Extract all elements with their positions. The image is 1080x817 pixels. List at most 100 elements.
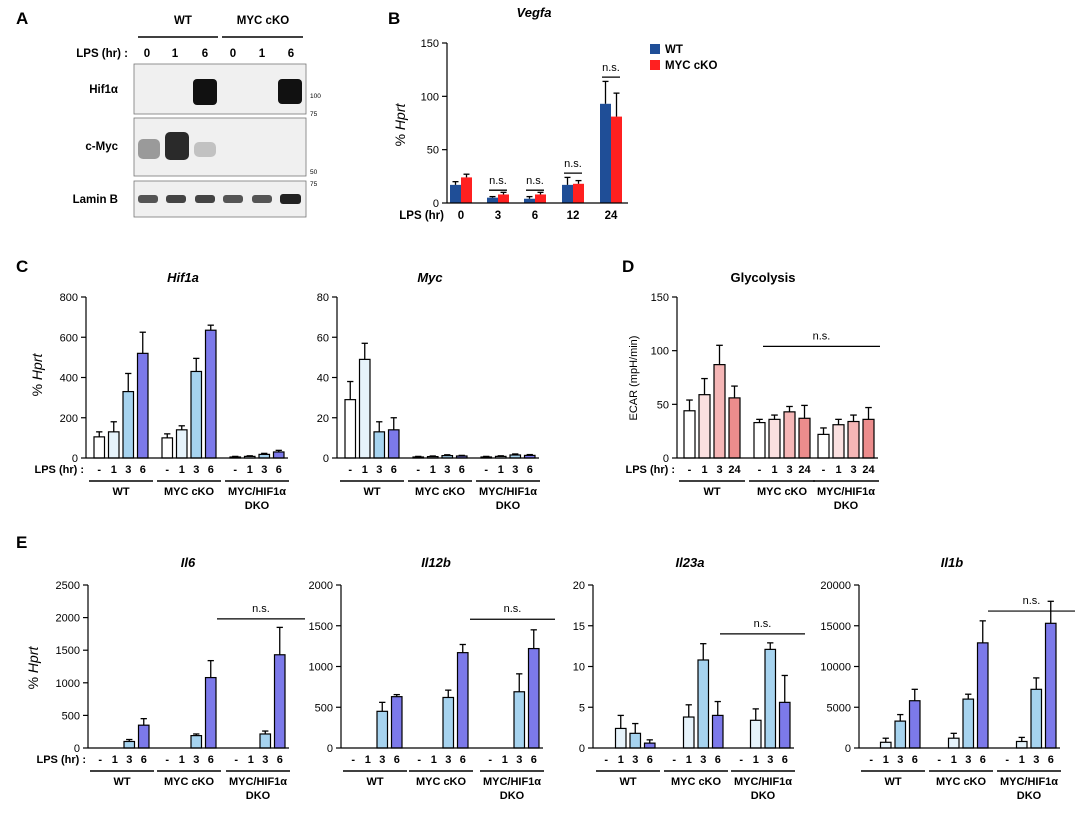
bar [683, 410, 696, 459]
panel-letter-d: D [622, 257, 634, 276]
bar [976, 642, 989, 749]
group-label: WT [619, 776, 636, 788]
bar [713, 364, 726, 459]
bar [535, 194, 546, 203]
x-tick-label: 3 [897, 754, 903, 766]
x-tick-label: 3 [632, 754, 638, 766]
blot-row-label: Hif1α [89, 84, 118, 96]
laminb-band [223, 195, 243, 203]
group-label: MYC cKO [936, 776, 987, 788]
significance-label: n.s. [252, 603, 270, 615]
x-tick-label: - [233, 464, 237, 476]
laminb-band [166, 195, 186, 203]
bar [161, 437, 174, 459]
bar [93, 436, 106, 459]
y-tick-label: 80 [317, 292, 329, 304]
bar [204, 676, 217, 749]
y-tick-label: 0 [74, 743, 80, 755]
group-label: DKO [751, 790, 776, 802]
x-tick-label: 3 [512, 464, 518, 476]
panel-letter-e: E [16, 533, 27, 552]
bar [273, 654, 286, 749]
bar [1030, 688, 1043, 749]
bar [450, 184, 461, 203]
laminb-band [252, 195, 272, 203]
x-axis-label: LPS (hr) [399, 210, 444, 222]
y-tick-label: 500 [62, 710, 80, 722]
x-tick-label: - [822, 464, 826, 476]
bar [358, 358, 371, 459]
y-tick-label: 100 [651, 346, 669, 358]
bar [629, 732, 642, 749]
mw-marker: 75 [310, 111, 318, 118]
cmyc-band [138, 139, 160, 159]
x-tick-label: 3 [376, 464, 382, 476]
bar [643, 742, 656, 749]
x-tick-label: 6 [912, 754, 918, 766]
x-tick-label: 3 [125, 464, 131, 476]
bar [390, 696, 403, 749]
group-label: MYC cKO [164, 486, 215, 498]
bar [107, 431, 120, 459]
bar [847, 420, 860, 459]
x-tick-label: 1 [431, 754, 437, 766]
group-label: MYC cKO [164, 776, 215, 788]
bar [387, 429, 400, 459]
blot-wt-header: WT [174, 15, 192, 27]
x-tick-label: 3 [850, 464, 856, 476]
mw-marker: 100 [310, 93, 321, 100]
chart-title: Il6 [181, 555, 196, 570]
bar [614, 727, 627, 749]
bar [498, 194, 509, 203]
laminb-blot-strip [133, 180, 307, 218]
y-tick-label: 2500 [56, 580, 80, 592]
x-tick-label: - [348, 464, 352, 476]
x-tick-label: 24 [728, 464, 741, 476]
y-tick-label: 100 [421, 91, 439, 103]
bar [764, 648, 777, 749]
x-tick-label: 1 [502, 754, 508, 766]
x-tick-label: 1 [883, 754, 889, 766]
bar [136, 352, 149, 459]
x-tick-label: 1 [247, 464, 253, 476]
x-tick-label: 6 [531, 754, 537, 766]
x-tick-label: 1 [362, 464, 368, 476]
bar [879, 741, 892, 749]
x-tick-label: 3 [965, 754, 971, 766]
x-tick-label: 6 [141, 754, 147, 766]
blot-time: 6 [288, 48, 294, 60]
group-label: DKO [834, 500, 859, 512]
group-label: WT [112, 486, 129, 498]
legend-swatch [650, 44, 660, 54]
x-tick-label: - [488, 754, 492, 766]
bar [697, 659, 710, 749]
x-tick-label: - [672, 754, 676, 766]
x-tick-label: 1 [248, 754, 254, 766]
x-tick-label: 1 [498, 464, 504, 476]
group-label: MYC/HIF1α [483, 776, 541, 788]
group-label: DKO [496, 500, 521, 512]
x-tick-label: 3 [444, 464, 450, 476]
x-tick-label: 1 [179, 464, 185, 476]
laminb-band [195, 195, 215, 203]
bar [783, 411, 796, 459]
group-label: DKO [500, 790, 525, 802]
x-tick-label: 6 [532, 210, 538, 222]
x-tick-label: - [165, 754, 169, 766]
bar [698, 394, 711, 459]
x-tick-label: 3 [716, 464, 722, 476]
y-tick-label: 150 [651, 292, 669, 304]
blot-lps-label: LPS (hr) : [76, 48, 128, 60]
x-tick-label: 3 [262, 754, 268, 766]
x-tick-label: - [416, 464, 420, 476]
laminb-band [280, 194, 301, 204]
x-tick-label: - [758, 464, 762, 476]
cmyc-band [194, 142, 216, 157]
x-tick-label: - [98, 754, 102, 766]
bar [962, 698, 975, 749]
group-label: WT [884, 776, 901, 788]
bar [123, 740, 136, 749]
panel-letter-b: B [388, 9, 400, 28]
x-tick-label: 1 [701, 464, 707, 476]
